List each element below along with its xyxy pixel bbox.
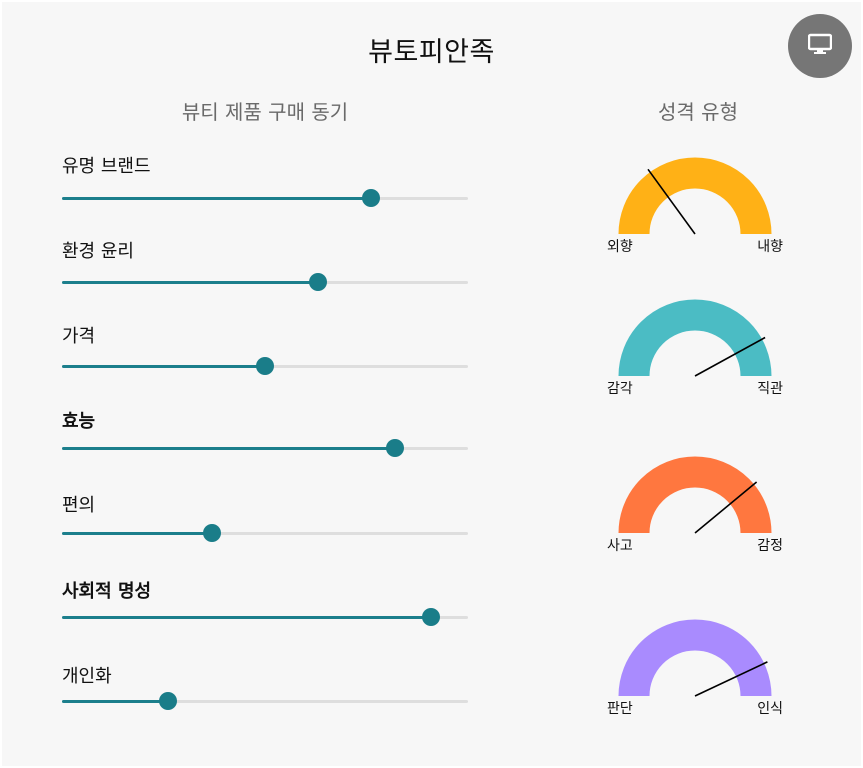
motive-label: 유명 브랜드 xyxy=(62,156,151,177)
gauge-right-label: 인식 xyxy=(757,701,783,717)
gauge-needle xyxy=(694,481,758,534)
motive-label: 환경 윤리 xyxy=(62,241,134,262)
slider-fill xyxy=(62,281,318,284)
personality-gauge: 감각 직관 xyxy=(605,294,785,409)
gauge-left-label: 감각 xyxy=(607,381,633,397)
motive-slider[interactable] xyxy=(62,692,468,710)
gauge-left-label: 판단 xyxy=(607,701,633,717)
page-title: 뷰토피안족 xyxy=(368,37,495,68)
motive-slider[interactable] xyxy=(62,439,468,457)
motive-label: 사회적 명성 xyxy=(62,581,152,602)
motive-slider[interactable] xyxy=(62,357,468,375)
slider-thumb[interactable] xyxy=(203,524,222,542)
slider-thumb[interactable] xyxy=(256,357,274,375)
motives-heading: 뷰티 제품 구매 동기 xyxy=(181,100,349,124)
gauge-arc xyxy=(618,157,772,235)
slider-fill xyxy=(62,447,395,450)
slider-thumb[interactable] xyxy=(385,439,404,457)
gauge-left-label: 외향 xyxy=(607,239,633,255)
slider-thumb[interactable] xyxy=(361,189,380,207)
motive-label: 효능 xyxy=(62,411,96,432)
gauge-right-label: 내향 xyxy=(757,239,783,255)
motive-label: 개인화 xyxy=(62,666,112,687)
motive-slider[interactable] xyxy=(62,608,468,626)
gauge-right-label: 감정 xyxy=(757,538,783,554)
gauge-needle xyxy=(647,168,696,235)
monitor-icon xyxy=(807,33,833,59)
display-mode-button[interactable] xyxy=(788,14,852,78)
gauge-needle xyxy=(694,336,766,377)
gauge-needle xyxy=(694,661,768,697)
slider-fill xyxy=(62,700,168,703)
slider-fill xyxy=(62,616,432,619)
slider-fill xyxy=(62,365,265,368)
personality-gauge: 판단 인식 xyxy=(605,614,785,729)
slider-thumb[interactable] xyxy=(158,692,177,710)
slider-thumb[interactable] xyxy=(422,608,441,626)
gauge-left-label: 사고 xyxy=(607,538,633,554)
slider-fill xyxy=(62,197,371,200)
motive-slider[interactable] xyxy=(62,189,468,207)
gauge-arc xyxy=(618,619,772,697)
personality-gauge: 사고 감정 xyxy=(605,451,785,566)
gauge-arc xyxy=(618,456,772,534)
motive-label: 가격 xyxy=(62,326,96,347)
motive-slider[interactable] xyxy=(62,524,468,542)
motive-slider[interactable] xyxy=(62,273,468,291)
personality-gauge: 외향 내향 xyxy=(605,152,785,267)
gauge-arc xyxy=(618,299,772,377)
gauge-right-label: 직관 xyxy=(757,381,783,397)
motive-label: 편의 xyxy=(62,495,96,516)
slider-thumb[interactable] xyxy=(308,273,327,291)
slider-fill xyxy=(62,532,213,535)
personality-heading: 성격 유형 xyxy=(658,100,738,124)
